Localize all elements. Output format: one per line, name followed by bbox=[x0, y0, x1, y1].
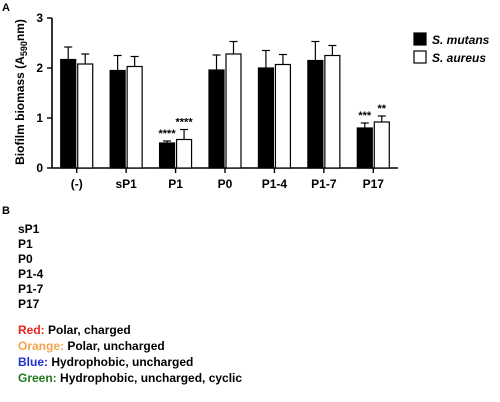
svg-text:Biofilm biomass (A590nm): Biofilm biomass (A590nm) bbox=[13, 19, 29, 165]
bar-s-aureus bbox=[175, 138, 193, 169]
significance-label: *** bbox=[358, 110, 372, 122]
bar-s-mutans bbox=[208, 69, 225, 169]
color-legend-label: Green: bbox=[18, 371, 57, 385]
color-legend-description: Polar, charged bbox=[44, 323, 131, 337]
sequence-row: P1-4 bbox=[18, 267, 57, 282]
y-axis-label: Biofilm biomass (A bbox=[13, 56, 27, 165]
y-tick-label: 0 bbox=[36, 161, 43, 175]
y-axis-label-subscript: 590 bbox=[19, 41, 29, 56]
sequence-name: P1-4 bbox=[18, 267, 44, 281]
legend-swatch-s-aureus bbox=[413, 50, 427, 64]
y-tick-label: 1 bbox=[36, 111, 43, 125]
sequence-name: P1-7 bbox=[18, 282, 44, 296]
bar-s-aureus bbox=[126, 65, 143, 169]
y-tick-label: 2 bbox=[36, 61, 43, 75]
sequence-name: P1 bbox=[18, 237, 33, 251]
color-legend-row: Green: Hydrophobic, uncharged, cyclic bbox=[18, 370, 242, 386]
bar-s-mutans bbox=[356, 127, 373, 169]
sequence-name: sP1 bbox=[18, 222, 40, 236]
significance-label: **** bbox=[176, 117, 194, 129]
bar-s-mutans bbox=[109, 69, 126, 169]
legend-label: S. aureus bbox=[432, 51, 486, 65]
color-legend-label: Red: bbox=[18, 323, 45, 337]
sequence-row: P0 bbox=[18, 252, 57, 267]
residue-color-legend: Red: Polar, charged Orange: Polar, unchar… bbox=[18, 322, 242, 386]
bar-s-aureus bbox=[274, 63, 292, 169]
panel-label-a: A bbox=[2, 2, 10, 14]
sequence-row: P1 bbox=[18, 237, 57, 252]
y-tick-label: 3 bbox=[36, 11, 43, 25]
bar-s-aureus bbox=[373, 121, 390, 169]
x-tick-label: P0 bbox=[218, 177, 233, 191]
bar-s-mutans bbox=[307, 59, 324, 169]
peptide-sequence-list: sP1 P1 P0 P1-4 P1-7 P17 bbox=[18, 222, 57, 312]
x-tick-label: sP1 bbox=[115, 177, 137, 191]
x-tick-label: P1-7 bbox=[311, 177, 337, 191]
x-tick-label: P1-4 bbox=[262, 177, 288, 191]
x-tick-label: P17 bbox=[363, 177, 385, 191]
bar-s-aureus bbox=[225, 53, 242, 169]
color-legend-label: Orange: bbox=[18, 339, 65, 353]
bar-s-aureus bbox=[324, 54, 341, 169]
bar-s-aureus bbox=[77, 63, 94, 169]
significance-label: **** bbox=[159, 128, 177, 140]
color-legend-description: Polar, uncharged bbox=[64, 339, 165, 353]
sequence-name: P0 bbox=[18, 252, 33, 266]
color-legend-row: Red: Polar, charged bbox=[18, 322, 242, 338]
color-legend-row: Blue: Hydrophobic, uncharged bbox=[18, 354, 242, 370]
sequence-row: P17 bbox=[18, 297, 57, 312]
sequence-row: sP1 bbox=[18, 222, 57, 237]
legend-swatch-s-mutans bbox=[413, 32, 427, 46]
bar-s-mutans bbox=[257, 67, 275, 169]
y-axis-label-tail: nm) bbox=[13, 19, 27, 41]
sequence-name: P17 bbox=[18, 297, 40, 311]
x-tick-label: (-) bbox=[71, 177, 83, 191]
panel-label-b: B bbox=[2, 205, 10, 217]
bar-s-mutans bbox=[60, 58, 77, 169]
sequence-row: P1-7 bbox=[18, 282, 57, 297]
color-legend-description: Hydrophobic, uncharged, cyclic bbox=[56, 371, 243, 385]
significance-label: ** bbox=[378, 103, 387, 115]
bar-s-mutans bbox=[158, 142, 176, 169]
color-legend-row: Orange: Polar, uncharged bbox=[18, 338, 242, 354]
x-tick-label: P1 bbox=[168, 177, 183, 191]
legend-label: S. mutans bbox=[432, 33, 490, 47]
color-legend-description: Hydrophobic, uncharged bbox=[48, 355, 194, 369]
color-legend-label: Blue: bbox=[18, 355, 48, 369]
